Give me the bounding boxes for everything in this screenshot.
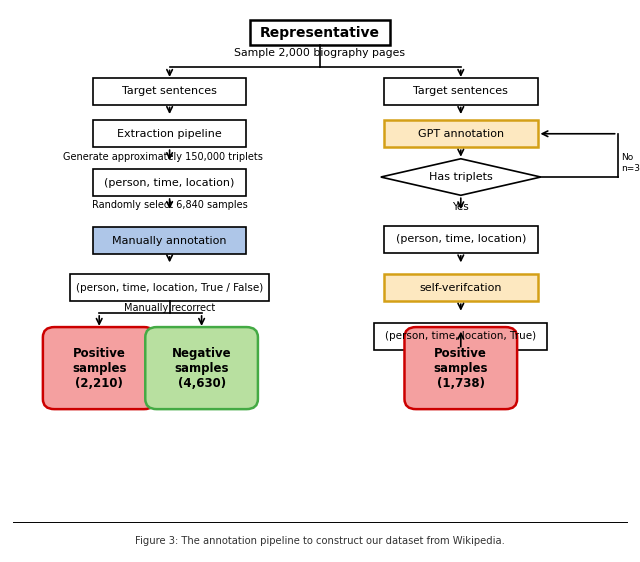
Text: (person, time, location): (person, time, location) xyxy=(396,234,526,244)
Text: GPT annotation: GPT annotation xyxy=(418,129,504,139)
Text: No
n=3: No n=3 xyxy=(621,153,640,173)
FancyBboxPatch shape xyxy=(374,323,547,350)
FancyBboxPatch shape xyxy=(384,274,538,301)
FancyBboxPatch shape xyxy=(93,120,246,147)
Text: Extraction pipeline: Extraction pipeline xyxy=(117,129,222,139)
Text: Representative: Representative xyxy=(260,26,380,39)
Text: Sample 2,000 biography pages: Sample 2,000 biography pages xyxy=(234,48,406,58)
FancyBboxPatch shape xyxy=(70,274,269,301)
Text: Has triplets: Has triplets xyxy=(429,172,493,182)
FancyBboxPatch shape xyxy=(43,327,156,409)
FancyBboxPatch shape xyxy=(384,226,538,253)
Text: self-verifcation: self-verifcation xyxy=(420,283,502,293)
FancyBboxPatch shape xyxy=(384,120,538,147)
Text: Generate approximately 150,000 triplets: Generate approximately 150,000 triplets xyxy=(63,152,263,162)
FancyBboxPatch shape xyxy=(384,78,538,105)
Text: Positive
samples
(1,738): Positive samples (1,738) xyxy=(433,347,488,389)
FancyBboxPatch shape xyxy=(250,20,390,46)
Polygon shape xyxy=(381,158,541,195)
Text: Yes: Yes xyxy=(452,202,469,212)
FancyBboxPatch shape xyxy=(145,327,258,409)
Text: Randomly select 6,840 samples: Randomly select 6,840 samples xyxy=(92,200,248,210)
FancyBboxPatch shape xyxy=(93,78,246,105)
Text: Target sentences: Target sentences xyxy=(122,86,217,96)
FancyBboxPatch shape xyxy=(93,169,246,196)
Text: Manually recorrect: Manually recorrect xyxy=(124,303,215,313)
Text: Negative
samples
(4,630): Negative samples (4,630) xyxy=(172,347,232,389)
Text: (person, time, location): (person, time, location) xyxy=(104,178,235,188)
Text: (person, time, location, True / False): (person, time, location, True / False) xyxy=(76,283,263,293)
FancyBboxPatch shape xyxy=(404,327,517,409)
Text: Manually recorrect: Manually recorrect xyxy=(415,352,506,362)
FancyBboxPatch shape xyxy=(93,227,246,254)
Text: Target sentences: Target sentences xyxy=(413,86,508,96)
Text: (person, time, location, True): (person, time, location, True) xyxy=(385,331,536,341)
Text: Positive
samples
(2,210): Positive samples (2,210) xyxy=(72,347,127,389)
Text: Manually annotation: Manually annotation xyxy=(113,235,227,246)
Text: Figure 3: The annotation pipeline to construct our dataset from Wikipedia.: Figure 3: The annotation pipeline to con… xyxy=(135,536,505,546)
